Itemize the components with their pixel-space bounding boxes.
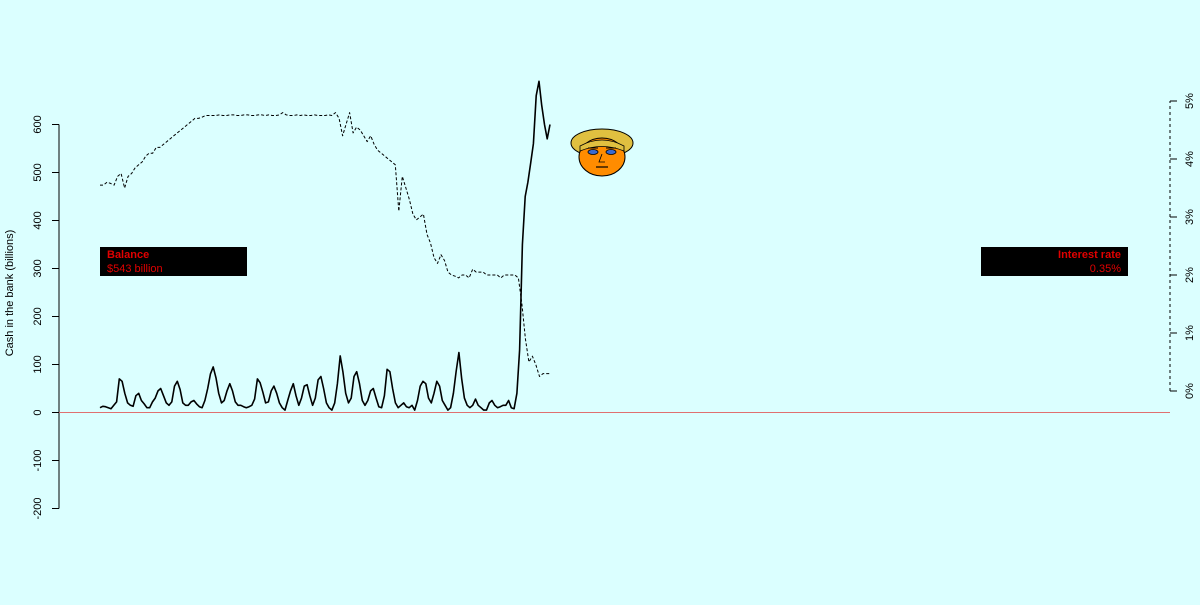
left-tick-label: -200 <box>32 497 44 519</box>
interest-rate-box: Interest rate 0.35% <box>981 247 1128 276</box>
right-tick-label: 1% <box>1184 325 1196 341</box>
interest-rate-title: Interest rate <box>1058 249 1121 261</box>
right-tick-label: 5% <box>1184 93 1196 109</box>
right-tick-label: 3% <box>1184 209 1196 225</box>
series-group <box>99 80 551 411</box>
right-tick-label: 2% <box>1184 267 1196 283</box>
face-icon <box>570 128 634 177</box>
interest-rate-series-line <box>100 112 550 377</box>
left-tick-label: -100 <box>32 449 44 471</box>
left-tick-label: 500 <box>32 163 44 181</box>
right-tick-label: 4% <box>1184 151 1196 167</box>
balance-box: Balance $543 billion <box>100 247 247 276</box>
right-y-axis: 0% 1% 2% 3% 4% 5% <box>1169 93 1196 399</box>
left-tick-label: 400 <box>32 211 44 229</box>
interest-rate-value: 0.35% <box>1089 263 1121 275</box>
right-tick-label: 0% <box>1184 383 1196 399</box>
left-tick-label: 0 <box>32 409 44 415</box>
left-tick-label: 200 <box>32 307 44 325</box>
balance-series-line <box>99 80 551 411</box>
left-tick-label: 600 <box>32 115 44 133</box>
left-y-axis: -200 -100 0 100 200 300 400 500 600 <box>32 115 60 520</box>
left-tick-label: 300 <box>32 259 44 277</box>
left-tick-label: 100 <box>32 355 44 373</box>
y-axis-label: Cash in the bank (billions) <box>4 230 16 357</box>
balance-title: Balance <box>107 249 150 261</box>
balance-value: $543 billion <box>107 263 163 275</box>
